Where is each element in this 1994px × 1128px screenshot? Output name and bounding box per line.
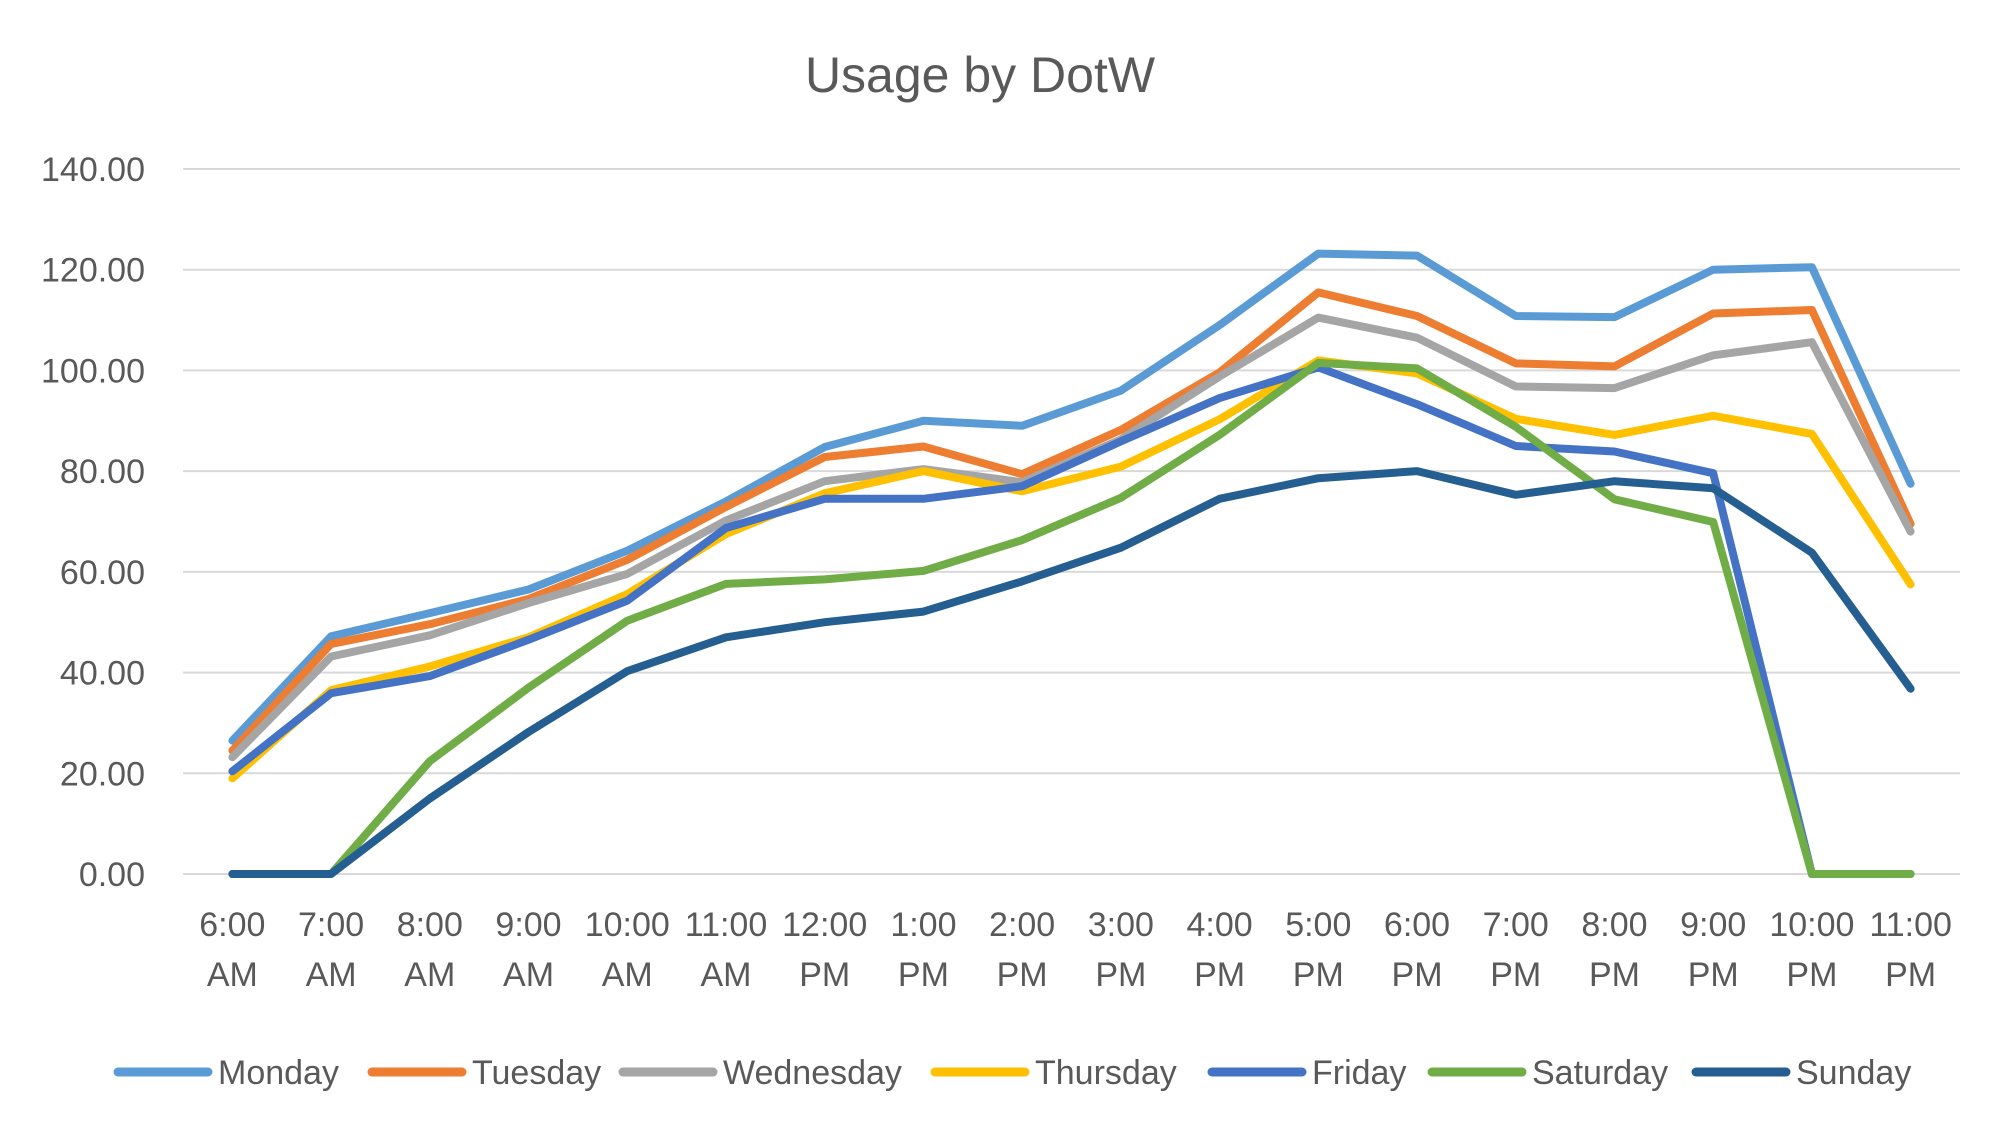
- x-tick-label: 12:00 PM: [782, 906, 867, 994]
- x-tick-label: 5:00 PM: [1285, 906, 1351, 994]
- x-tick-label: 4:00 PM: [1186, 906, 1252, 994]
- legend-label-tuesday: Tuesday: [472, 1054, 601, 1092]
- x-tick-label: 8:00 PM: [1581, 906, 1647, 994]
- x-tick-label: 8:00 AM: [397, 906, 463, 994]
- x-tick-label: 6:00 PM: [1384, 906, 1450, 994]
- x-tick-label: 9:00 AM: [495, 906, 561, 994]
- legend: Monday Tuesday Wednesday Thursday Friday Satu…: [113, 1054, 1911, 1092]
- x-tick-label: 9:00 PM: [1680, 906, 1746, 994]
- y-axis: 0.00 20.00 40.00 60.00 80.00 100.00 120.00 140.…: [41, 151, 145, 894]
- x-tick-label: 10:00 AM: [585, 906, 670, 994]
- series-line-friday: [228, 363, 1915, 878]
- x-tick-label: 11:00 AM: [685, 906, 768, 994]
- legend-label-thursday: Thursday: [1035, 1054, 1177, 1092]
- series-line-saturday: [228, 358, 1915, 878]
- y-tick-label: 120.00: [41, 252, 145, 290]
- legend-label-saturday: Saturday: [1532, 1054, 1668, 1092]
- x-tick-label: 6:00 AM: [199, 906, 265, 994]
- x-tick-label: 1:00 PM: [890, 906, 956, 994]
- legend-label-friday: Friday: [1312, 1054, 1406, 1092]
- x-tick-label: 7:00 AM: [298, 906, 364, 994]
- x-tick-label: 7:00 PM: [1483, 906, 1549, 994]
- series-line-sunday: [228, 467, 1915, 878]
- series-line-monday: [228, 249, 1915, 745]
- x-tick-label: 11:00 PM: [1869, 906, 1952, 994]
- x-tick-label: 2:00 PM: [989, 906, 1055, 994]
- y-tick-label: 140.00: [41, 151, 145, 189]
- x-tick-label: 3:00 PM: [1088, 906, 1154, 994]
- y-tick-label: 20.00: [60, 755, 145, 793]
- y-tick-label: 80.00: [60, 453, 145, 491]
- y-tick-label: 0.00: [79, 856, 145, 894]
- gridlines: [183, 168, 1960, 875]
- legend-label-wednesday: Wednesday: [723, 1054, 902, 1092]
- series-lines: [228, 249, 1915, 878]
- chart-title: Usage by DotW: [805, 47, 1156, 103]
- legend-label-sunday: Sunday: [1796, 1054, 1911, 1092]
- x-tick-label: 10:00 PM: [1769, 906, 1854, 994]
- series-line-thursday: [228, 356, 1915, 783]
- series-line-tuesday: [228, 288, 1915, 755]
- legend-label-monday: Monday: [218, 1054, 339, 1092]
- y-tick-label: 100.00: [41, 352, 145, 390]
- series-line-wednesday: [228, 313, 1915, 762]
- y-tick-label: 60.00: [60, 554, 145, 592]
- y-tick-label: 40.00: [60, 655, 145, 693]
